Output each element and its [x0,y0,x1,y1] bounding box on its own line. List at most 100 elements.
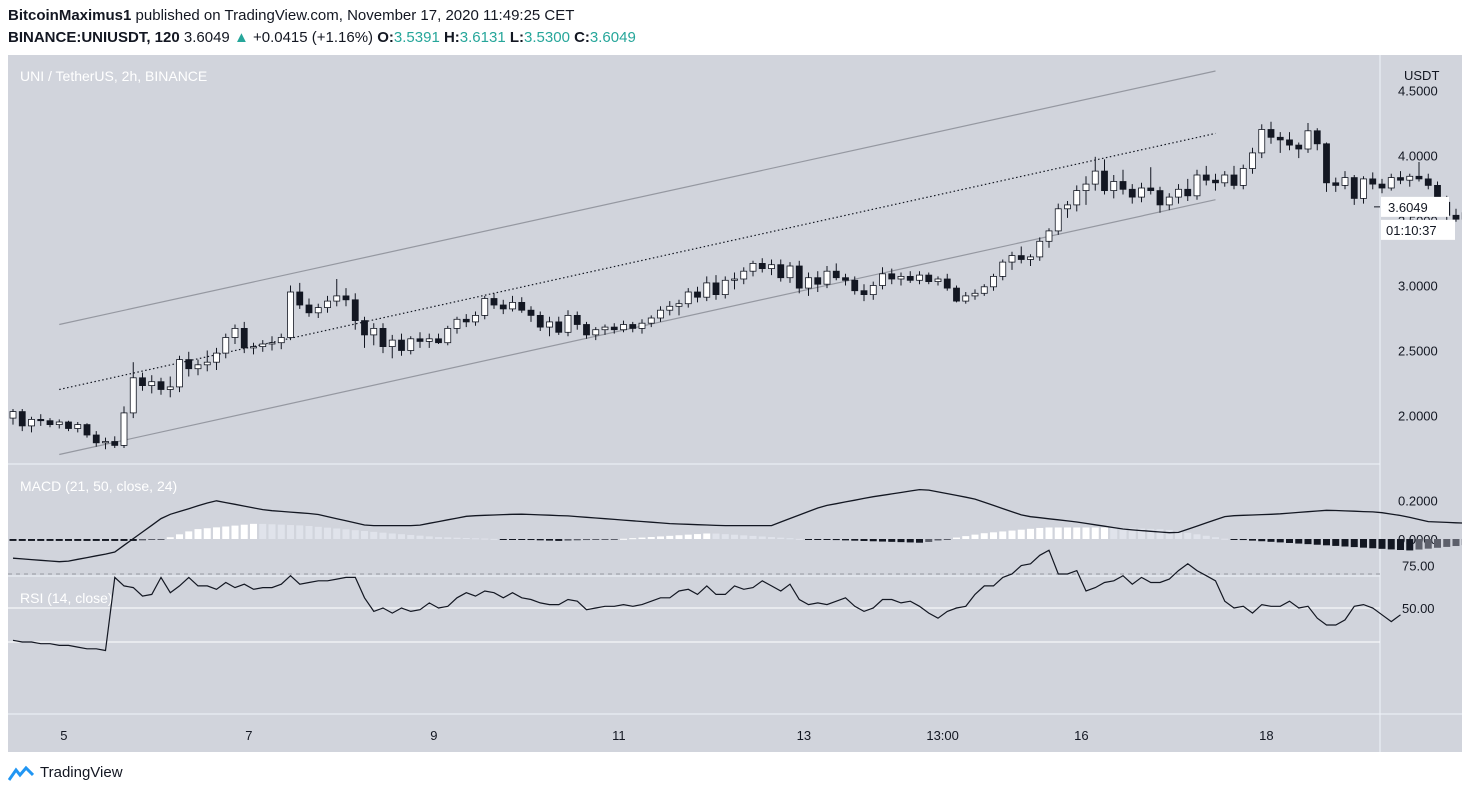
macd-histogram-bar [536,539,544,541]
candle-body [1165,196,1173,206]
candle-body [1360,178,1367,199]
macd-histogram-bar [9,539,17,541]
macd-histogram-bar [1313,539,1321,545]
candle-body [18,411,26,427]
candle-body [185,359,193,370]
macd-histogram-bar [1091,527,1099,539]
candle-body [453,318,461,329]
candle-body [129,377,137,414]
rsi-axis-tick: 75.00 [1402,559,1435,574]
candle-body [416,338,424,342]
macd-histogram-bar [712,533,720,539]
candle-body [1128,188,1136,198]
candle-body [213,352,220,363]
candle-body [425,338,433,342]
chart-svg[interactable]: UNI / TetherUS, 2h, BINANCE USDT MACD (2… [8,55,1462,752]
candle-body [1415,175,1423,180]
macd-histogram-bar [629,538,637,540]
candle-body [943,278,951,289]
candle-body [758,262,766,269]
candle-body [444,327,452,344]
candle-body [906,275,914,281]
macd-histogram-bar [694,534,701,539]
macd-histogram-bar [657,536,664,539]
macd-histogram-bar [1295,539,1303,544]
candle-body [9,411,17,419]
macd-histogram-bar [666,535,674,539]
rsi-line [12,549,1401,652]
tradingview-logo[interactable]: TradingView [8,764,123,781]
macd-histogram-bar [65,539,72,541]
macd-histogram-bar [139,539,146,541]
candle-body [324,300,331,309]
candle-body [361,320,368,336]
macd-histogram-bar [999,531,1007,539]
macd-histogram-bar [1258,539,1266,542]
candle-body [1350,177,1358,199]
macd-histogram-bar [1304,539,1312,545]
candle-body [601,326,609,331]
macd-histogram-bar [92,539,100,541]
last-price-badge [1381,196,1449,217]
candle-body [74,424,82,429]
macd-histogram-bar [1323,539,1330,546]
candle-body [1378,183,1386,189]
macd-histogram-bar [490,538,498,540]
macd-histogram-bar [1286,539,1293,543]
macd-histogram-bar [83,539,91,541]
time-axis-tick: 16 [1074,728,1088,743]
change-value: +0.0415 (+1.16%) [252,29,374,46]
candle-body [731,278,738,281]
macd-histogram-bar [879,539,886,542]
candle-body [925,274,933,283]
macd-histogram-bar [953,537,960,539]
candle-body [231,327,239,338]
candle-body [111,441,119,446]
macd-histogram-bar [1193,534,1201,539]
macd-histogram-bar [55,539,63,541]
candle-body [120,412,128,446]
candle-body [555,321,563,333]
macd-histogram-bar [102,539,109,541]
candle-body [1212,179,1219,184]
candle-body [999,261,1007,277]
candle-body [1073,190,1081,206]
candle-body [333,295,341,302]
candle-body [37,418,45,422]
macd-histogram-bar [1424,539,1432,549]
candle-body [296,291,304,306]
macd-histogram-bar [277,524,285,539]
macd-histogram-bar [842,539,849,541]
candle-body [564,314,572,333]
macd-histogram-bar [675,535,683,539]
macd-histogram-bar [305,525,313,539]
channel-midline [59,132,1216,391]
macd-histogram-bar [185,531,193,539]
macd-histogram-bar [37,539,45,541]
candle-body [1045,230,1053,242]
macd-histogram-bar [1332,539,1340,546]
macd-histogram-bar [453,537,461,539]
candle-body [1091,170,1099,185]
candle-body [934,278,942,282]
candle-body [786,265,794,279]
macd-histogram-bar [222,526,230,539]
candle-body [768,264,775,269]
candle-body [795,265,803,289]
macd-histogram-bar [573,539,581,541]
candle-body [1054,208,1062,232]
macd-axis-tick: 0.2000 [1398,494,1438,509]
candle-body [814,277,822,285]
macd-histogram-bar [1017,529,1025,539]
candle-body [842,277,849,281]
chart-frame[interactable]: UNI / TetherUS, 2h, BINANCE USDT MACD (2… [8,55,1462,752]
candle-body [888,273,896,280]
price-axis-tick: 2.5000 [1398,344,1438,359]
macd-histogram-bar [749,535,757,539]
macd-histogram-bar [111,539,119,541]
candle-body [527,309,535,316]
candle-body [1082,183,1090,192]
candle-body [1138,187,1145,198]
author-name[interactable]: BitcoinMaximus1 [8,7,132,24]
macd-histogram-bar [832,539,840,541]
